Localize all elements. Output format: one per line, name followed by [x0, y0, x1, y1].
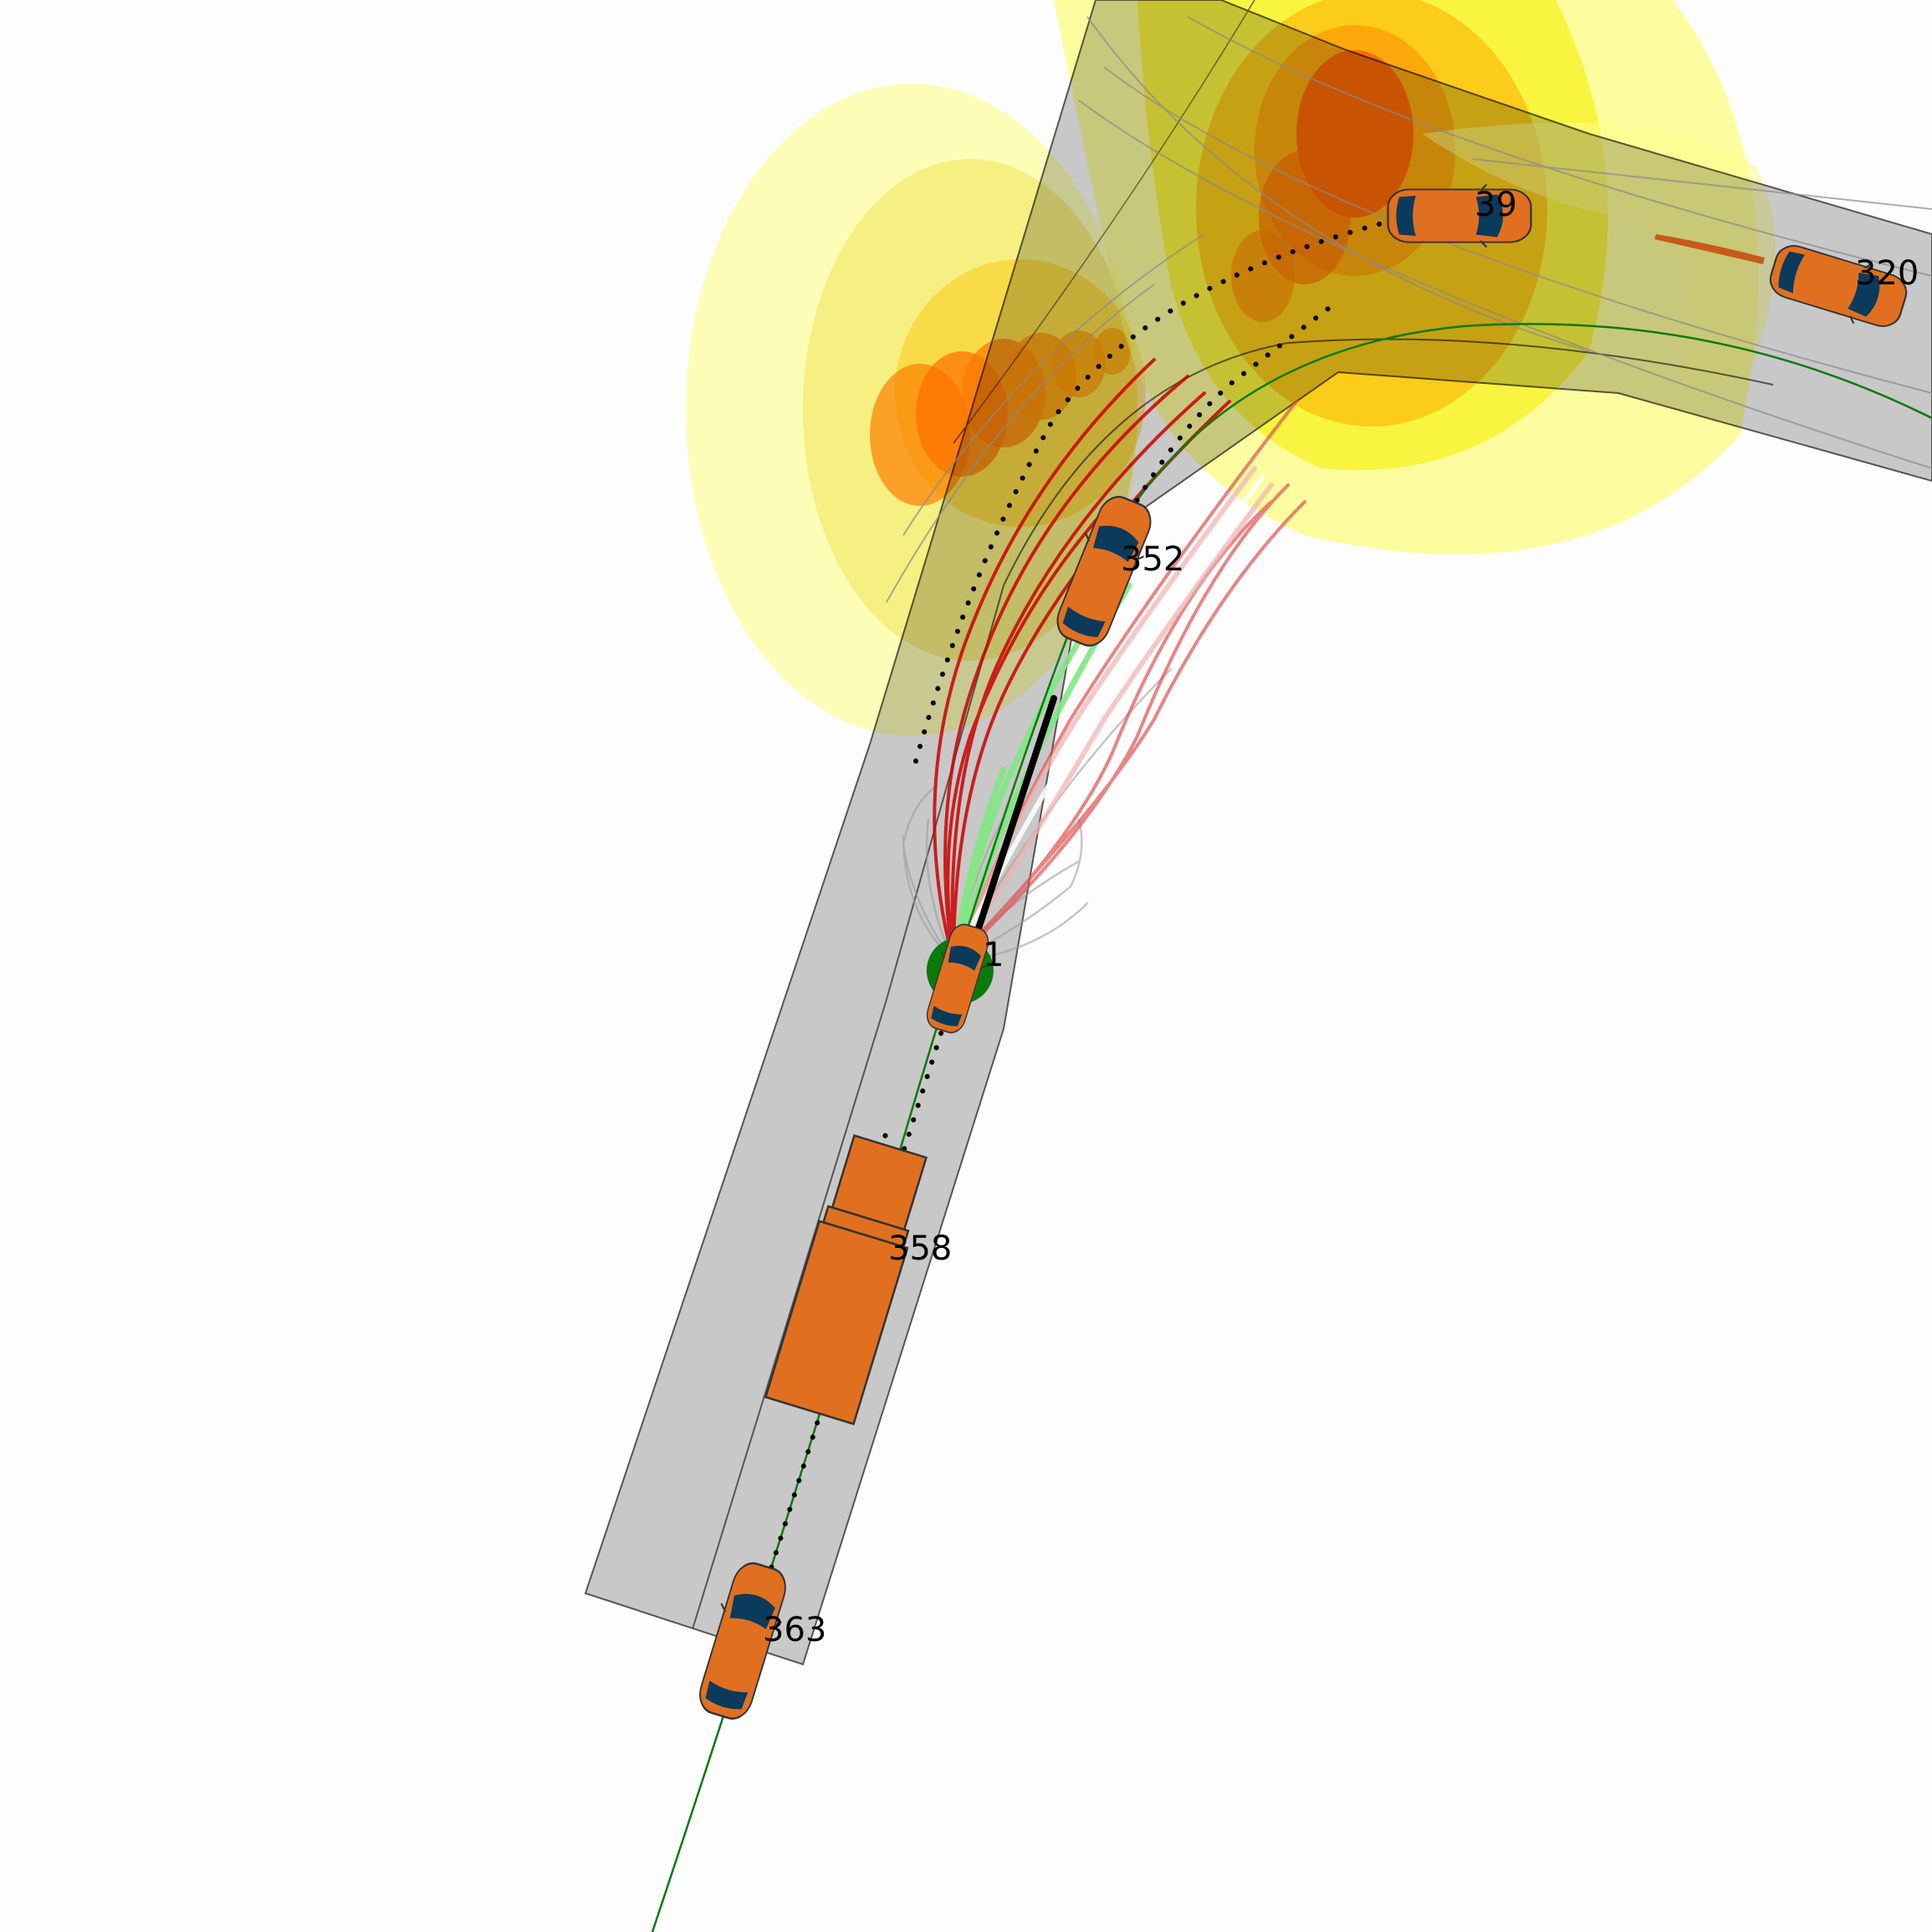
- risk-blob: [1231, 230, 1295, 322]
- vehicles: [688, 183, 1914, 1726]
- label-vehicle-363: 363: [763, 1611, 826, 1649]
- vehicle-labels: 1 39 320 352 358 363: [763, 186, 1919, 1649]
- label-vehicle-352: 352: [1121, 540, 1184, 579]
- risk-field: [686, 0, 1776, 736]
- risk-blob: [1052, 330, 1106, 397]
- truck-trailer: [764, 1219, 909, 1426]
- label-vehicle-39: 39: [1475, 186, 1517, 224]
- reference-path: [651, 323, 1932, 1932]
- label-vehicle-358: 358: [888, 1229, 952, 1268]
- label-vehicle-320: 320: [1855, 254, 1919, 293]
- label-ego: 1: [983, 936, 1004, 974]
- candidate-trajectories: [902, 358, 1306, 965]
- track-v363: [746, 1018, 948, 1642]
- risk-zone-right-lane: [1422, 122, 1776, 393]
- vehicle-358[interactable]: [764, 1133, 934, 1426]
- vehicle-320-prediction: [1654, 234, 1765, 264]
- risk-blob: [1094, 328, 1131, 375]
- ego-vehicle[interactable]: [910, 917, 1005, 1040]
